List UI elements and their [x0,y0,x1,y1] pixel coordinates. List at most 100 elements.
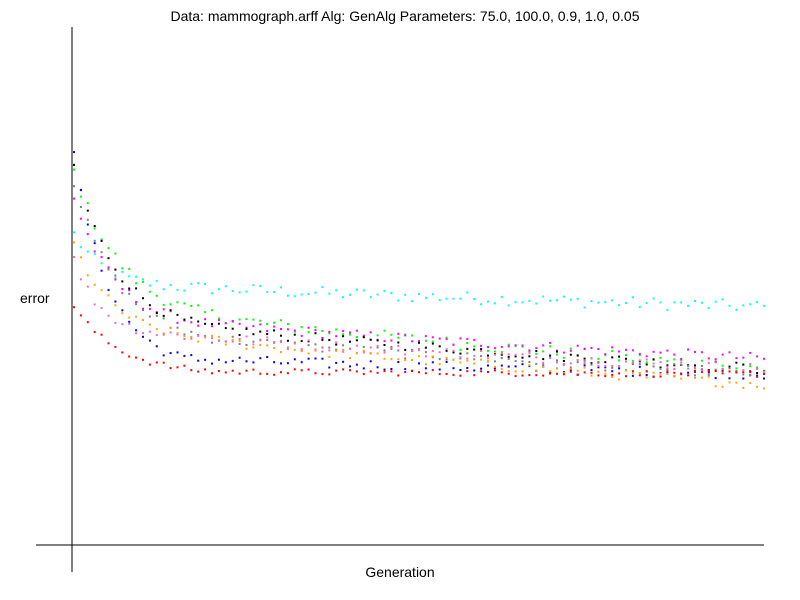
data-point [342,333,345,336]
data-point [687,364,690,367]
scatter-points [73,151,765,390]
data-point [259,323,262,326]
data-point [328,355,331,358]
data-point [735,308,738,311]
data-point [700,359,703,362]
data-point [328,339,331,341]
data-point [521,345,524,348]
data-point [217,288,220,291]
data-point [611,376,614,378]
data-point [714,368,717,371]
data-point [535,347,538,350]
data-point [438,299,441,302]
data-point [487,360,489,363]
data-point [73,163,75,166]
data-point [183,333,186,336]
data-point [293,333,296,336]
data-point [707,362,710,365]
data-point [328,292,331,295]
data-point [369,346,372,349]
data-point [659,372,662,375]
data-point [266,290,269,293]
data-point [500,352,503,355]
data-point [169,331,172,334]
data-point [507,372,510,375]
data-point [411,340,414,343]
data-point [438,358,441,361]
data-point [79,195,82,198]
data-point [231,340,234,343]
data-point [107,257,110,260]
data-point [694,364,696,367]
data-point [694,370,696,373]
data-point [542,374,545,377]
data-point [93,225,96,227]
data-point [342,344,345,347]
data-point [307,344,310,347]
data-point [590,369,593,372]
data-point [307,331,310,334]
data-point [700,368,703,371]
data-point [93,242,96,245]
data-point [735,367,738,370]
data-point [493,347,496,350]
data-point [397,358,400,361]
data-point [197,359,200,362]
data-point [763,387,765,390]
data-point [307,352,310,355]
data-point [280,351,282,354]
data-point [542,358,545,361]
data-point [404,371,407,373]
data-point [73,241,75,244]
data-point [556,353,558,356]
data-point [742,373,745,376]
data-point [673,301,676,304]
data-point [480,367,483,370]
data-point [556,361,558,364]
data-point [300,340,303,343]
data-point [376,352,379,355]
data-point [197,320,200,323]
data-point [694,376,696,379]
data-point [328,332,331,335]
data-point [355,339,358,342]
data-point [128,320,131,323]
x-axis-label: Generation [365,564,434,580]
data-point [197,340,200,343]
data-point [445,336,448,339]
data-point [611,349,614,352]
data-point [583,362,586,364]
data-point [176,313,179,316]
data-point [328,330,331,333]
data-point [707,371,710,374]
data-point [183,335,186,338]
data-point [369,296,372,299]
data-point [576,354,579,357]
data-point [659,351,662,354]
data-point [335,289,338,292]
data-point [142,280,144,283]
data-point [542,363,545,366]
data-point [293,358,296,361]
data-point [73,256,75,258]
data-point [148,304,151,307]
data-point [749,351,752,354]
data-point [604,365,607,368]
data-point [652,371,655,374]
data-point [480,355,483,358]
data-point [362,336,365,339]
data-point [487,371,489,373]
data-point [645,374,648,376]
data-point [100,239,103,242]
data-point [735,371,738,374]
data-point [286,339,289,342]
data-point [238,334,241,336]
data-point [211,323,213,325]
data-point [100,262,103,265]
data-point [362,349,365,352]
data-point [128,355,131,358]
data-point [466,291,469,294]
data-point [280,319,282,322]
data-point [583,364,586,367]
data-point [528,299,531,302]
